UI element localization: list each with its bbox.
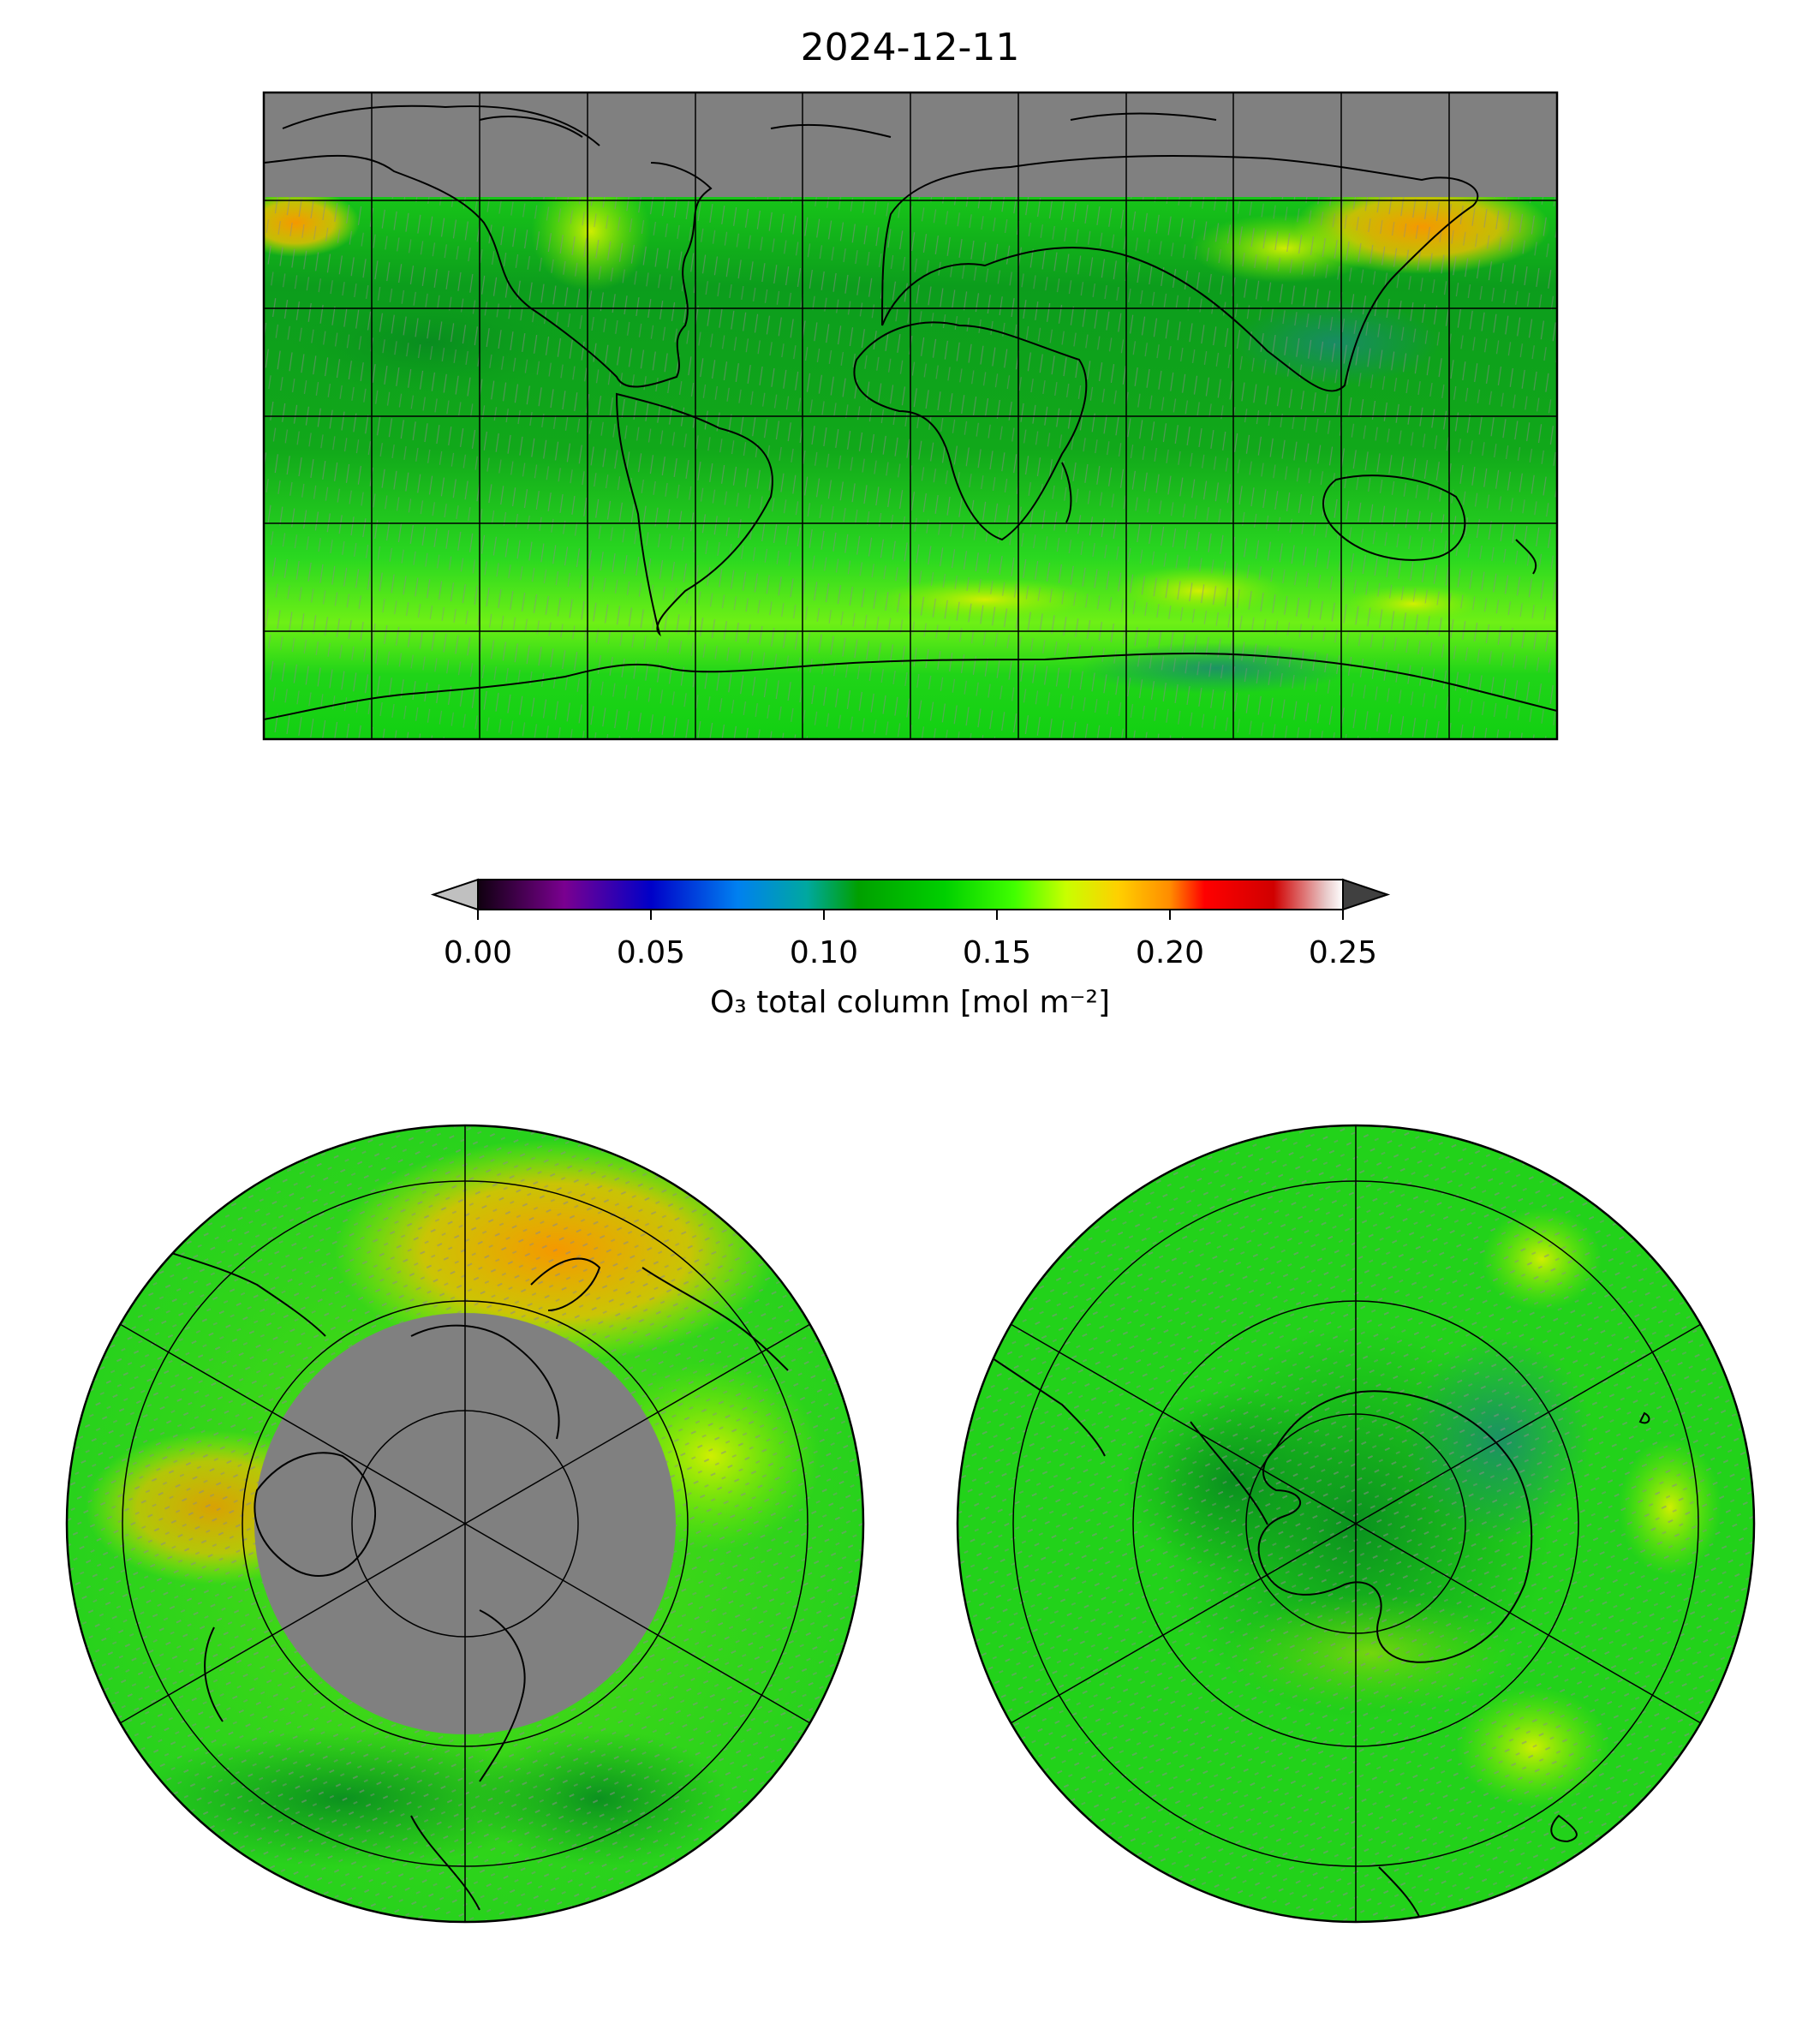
colorbar-tick-label: 0.20 — [1135, 935, 1205, 970]
colorbar — [430, 878, 1391, 920]
south-polar-map — [956, 1124, 1756, 1924]
colorbar-tick-label: 0.10 — [789, 935, 859, 970]
colorbar-under-extension — [430, 878, 479, 911]
north-polar-field — [67, 1125, 863, 1922]
colorbar-tick-label: 0.25 — [1308, 935, 1378, 970]
colorbar-gradient — [478, 880, 1343, 910]
colorbar-tick-label: 0.05 — [616, 935, 686, 970]
colorbar-ticks — [477, 910, 1344, 920]
colorbar-tick-label: 0.15 — [962, 935, 1032, 970]
south-polar-frame — [956, 1124, 1756, 1924]
colorbar-over-extension — [1342, 878, 1391, 911]
global-map-frame — [262, 91, 1559, 741]
global-map-gridlines — [264, 92, 1557, 739]
figure-title: 2024-12-11 — [800, 26, 1020, 69]
north-polar-gridlines — [119, 1125, 811, 1922]
south-polar-gridlines — [1010, 1125, 1702, 1922]
colorbar-tick-label: 0.00 — [443, 935, 513, 970]
global-map — [262, 91, 1559, 741]
colorbar-label: O₃ total column [mol m⁻²] — [709, 985, 1111, 1020]
north-polar-map — [65, 1124, 865, 1924]
north-polar-frame — [65, 1124, 865, 1924]
